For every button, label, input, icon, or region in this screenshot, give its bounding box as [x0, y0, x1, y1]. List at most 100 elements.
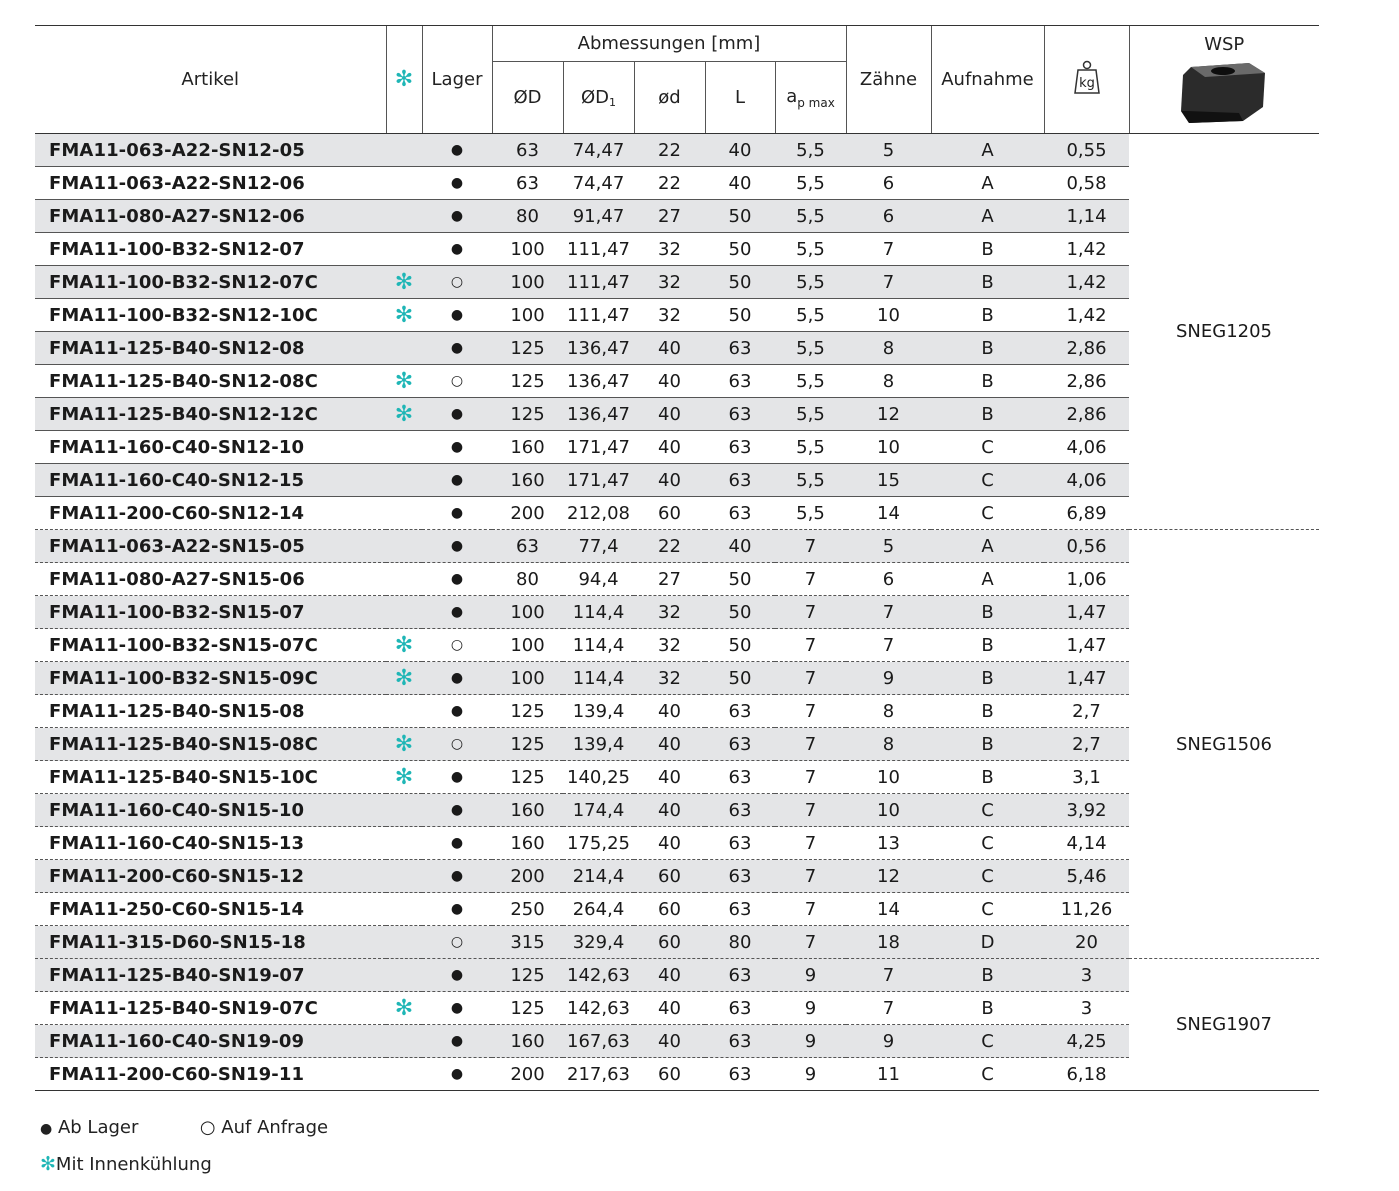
weight-cell: 6,89 [1044, 496, 1129, 530]
diameter1-cell: 214,4 [563, 859, 634, 893]
length-cell: 63 [705, 463, 775, 497]
article-cell: FMA11-100-B32-SN15-07 [35, 595, 386, 629]
bore-cell: 60 [634, 925, 705, 959]
cooling-cell [386, 859, 422, 893]
bore-cell: 40 [634, 364, 705, 398]
weight-cell: 4,25 [1044, 1024, 1129, 1058]
snowflake-icon: ✻ [394, 67, 414, 92]
arbor-cell: C [931, 1057, 1044, 1091]
diameter1-cell: 142,63 [563, 958, 634, 992]
table-row: FMA11-160-C40-SN15-10 ● 160 174,4 40 63 7 10 C 3,… [35, 793, 1319, 827]
ap-cell: 9 [775, 991, 846, 1025]
stock-cell: ● [422, 430, 492, 464]
arbor-cell: B [931, 694, 1044, 728]
cooling-cell [386, 529, 422, 563]
arbor-cell: C [931, 892, 1044, 926]
arbor-cell: B [931, 727, 1044, 761]
ap-cell: 7 [775, 925, 846, 959]
cooling-cell [386, 793, 422, 827]
diameter-cell: 160 [492, 793, 563, 827]
weight-unit: kg [1079, 76, 1095, 91]
diameter1-cell: 114,4 [563, 595, 634, 629]
table-row: FMA11-100-B32-SN15-09C ✻ ● 100 114,4 32 50 7 9 B 1… [35, 661, 1319, 695]
diameter1-cell: 136,47 [563, 331, 634, 365]
weight-cell: 6,18 [1044, 1057, 1129, 1091]
length-cell: 63 [705, 991, 775, 1025]
header-ap: ap max [774, 61, 846, 134]
diameter-cell: 100 [492, 595, 563, 629]
article-cell: FMA11-160-C40-SN15-13 [35, 826, 386, 860]
bore-cell: 40 [634, 430, 705, 464]
bore-cell: 32 [634, 661, 705, 695]
arbor-cell: B [931, 760, 1044, 794]
diameter-cell: 63 [492, 166, 563, 200]
diameter1-cell: 114,4 [563, 661, 634, 695]
arbor-cell: C [931, 859, 1044, 893]
ap-cell: 7 [775, 661, 846, 695]
weight-cell: 4,14 [1044, 826, 1129, 860]
ap-cell: 5,5 [775, 199, 846, 233]
diameter1-cell: 171,47 [563, 463, 634, 497]
length-cell: 63 [705, 793, 775, 827]
article-cell: FMA11-200-C60-SN12-14 [35, 496, 386, 530]
table-row: FMA11-160-C40-SN15-13 ● 160 175,25 40 63 7 13 C 4… [35, 826, 1319, 860]
ap-cell: 7 [775, 826, 846, 860]
length-cell: 63 [705, 1057, 775, 1091]
ap-cell: 5,5 [775, 166, 846, 200]
length-cell: 40 [705, 133, 775, 167]
weight-cell: 4,06 [1044, 430, 1129, 464]
arbor-cell: B [931, 991, 1044, 1025]
table-row: FMA11-125-B40-SN12-12C ✻ ● 125 136,47 40 63 5,5… [35, 397, 1319, 431]
table-row: FMA11-125-B40-SN19-07C ✻ ● 125 142,63 40 63 9 7 B… [35, 991, 1319, 1025]
teeth-cell: 7 [846, 628, 931, 662]
stock-cell: ● [422, 529, 492, 563]
diameter1-cell: 114,4 [563, 628, 634, 662]
table-row: FMA11-200-C60-SN12-14 ● 200 212,08 60 63 5,5 14… [35, 496, 1319, 530]
ap-cell: 7 [775, 628, 846, 662]
article-cell: FMA11-250-C60-SN15-14 [35, 892, 386, 926]
stock-cell: ● [422, 826, 492, 860]
header-dD1-sub: 1 [609, 95, 617, 109]
diameter1-cell: 74,47 [563, 133, 634, 167]
bore-cell: 32 [634, 265, 705, 299]
ap-cell: 5,5 [775, 331, 846, 365]
diameter-cell: 125 [492, 694, 563, 728]
article-cell: FMA11-100-B32-SN15-07C [35, 628, 386, 662]
article-cell: FMA11-063-A22-SN15-05 [35, 529, 386, 563]
arbor-cell: B [931, 595, 1044, 629]
stock-cell: ○ [422, 727, 492, 761]
weight-cell: 2,86 [1044, 331, 1129, 365]
arbor-cell: B [931, 232, 1044, 266]
length-cell: 63 [705, 694, 775, 728]
ap-cell: 5,5 [775, 265, 846, 299]
table-row: FMA11-080-A27-SN15-06 ● 80 94,4 27 50 7 6 A 1,06 [35, 562, 1319, 596]
ap-cell: 5,5 [775, 133, 846, 167]
length-cell: 50 [705, 199, 775, 233]
teeth-cell: 11 [846, 1057, 931, 1091]
length-cell: 50 [705, 661, 775, 695]
teeth-cell: 5 [846, 529, 931, 563]
bore-cell: 60 [634, 859, 705, 893]
diameter-cell: 125 [492, 331, 563, 365]
article-cell: FMA11-125-B40-SN19-07 [35, 958, 386, 992]
weight-cell: 11,26 [1044, 892, 1129, 926]
bore-cell: 27 [634, 562, 705, 596]
weight-cell: 0,58 [1044, 166, 1129, 200]
weight-icon: kg [1073, 60, 1100, 94]
ap-cell: 5,5 [775, 364, 846, 398]
diameter-cell: 125 [492, 760, 563, 794]
stock-cell: ● [422, 661, 492, 695]
teeth-cell: 7 [846, 265, 931, 299]
diameter-cell: 160 [492, 430, 563, 464]
diameter-cell: 125 [492, 991, 563, 1025]
arbor-cell: A [931, 133, 1044, 167]
diameter-cell: 160 [492, 463, 563, 497]
teeth-cell: 18 [846, 925, 931, 959]
weight-cell: 0,55 [1044, 133, 1129, 167]
diameter-cell: 80 [492, 199, 563, 233]
article-cell: FMA11-125-B40-SN15-08 [35, 694, 386, 728]
table-row: FMA11-160-C40-SN19-09 ● 160 167,63 40 63 9 9 C 4,… [35, 1024, 1319, 1058]
weight-cell: 2,7 [1044, 694, 1129, 728]
header-weight: kg [1043, 25, 1129, 134]
length-cell: 63 [705, 1024, 775, 1058]
